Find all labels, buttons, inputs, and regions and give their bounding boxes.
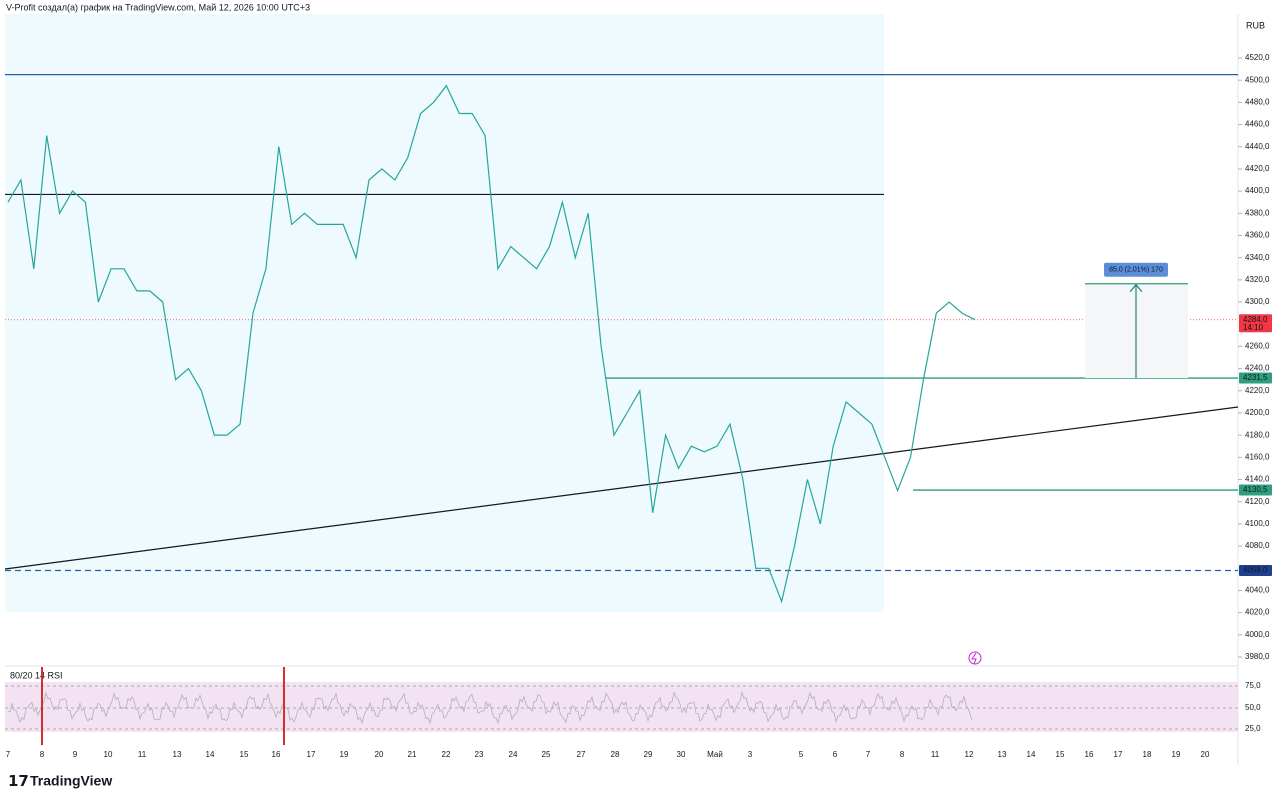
session-shade: [5, 14, 884, 612]
price-label: 4160,0: [1245, 452, 1270, 461]
price-tag-label: 4058,0: [1243, 566, 1268, 575]
price-tag-label: 4284,0: [1243, 315, 1268, 324]
price-tag-time: 14:10: [1243, 323, 1264, 332]
rsi-band: [5, 682, 1238, 732]
price-tag: [1239, 564, 1272, 576]
time-label: 11: [931, 750, 940, 759]
rsi-label: 50,0: [1245, 703, 1261, 712]
price-label: 4440,0: [1245, 142, 1270, 151]
time-label: 15: [1056, 750, 1065, 759]
time-label: 25: [542, 750, 551, 759]
time-label: 8: [900, 750, 905, 759]
price-tag: [1239, 314, 1272, 333]
price-label: 4460,0: [1245, 120, 1270, 129]
time-label: 17: [307, 750, 316, 759]
trend-line: [4, 406, 1239, 570]
time-label: 17: [1114, 750, 1123, 759]
logo-mark: 𝟭𝟳: [8, 773, 29, 790]
price-label: 4480,0: [1245, 97, 1270, 106]
price-tag: [1239, 372, 1272, 384]
time-label: 15: [240, 750, 249, 759]
time-label: 21: [408, 750, 417, 759]
price-label: 4300,0: [1245, 297, 1270, 306]
currency: RUB: [1246, 20, 1265, 30]
time-label: Май: [707, 750, 723, 759]
time-label: 5: [799, 750, 804, 759]
time-label: 29: [644, 750, 653, 759]
price-tag-label: 4231,5: [1243, 373, 1268, 382]
price-label: 4400,0: [1245, 186, 1270, 195]
price-label: 4180,0: [1245, 430, 1270, 439]
time-label: 20: [1201, 750, 1210, 759]
price-label: 4200,0: [1245, 408, 1270, 417]
rsi-line: [7, 691, 973, 725]
price-label: 4360,0: [1245, 231, 1270, 240]
price-label: 4340,0: [1245, 253, 1270, 262]
time-label: 14: [1027, 750, 1036, 759]
price-label: 4120,0: [1245, 497, 1270, 506]
measure-arrowhead: [1129, 283, 1143, 293]
time-label: 7: [6, 750, 11, 759]
time-label: 13: [173, 750, 182, 759]
time-label: 16: [272, 750, 281, 759]
price-label: 4380,0: [1245, 208, 1270, 217]
time-label: 10: [104, 750, 113, 759]
time-label: 7: [866, 750, 871, 759]
time-label: 24: [509, 750, 518, 759]
brand: TradingView: [30, 773, 112, 789]
price-label: 4520,0: [1245, 53, 1270, 62]
time-label: 27: [577, 750, 586, 759]
price-label: 4500,0: [1245, 75, 1270, 84]
rsi-label: 75,0: [1245, 681, 1261, 690]
price-line: [7, 84, 976, 604]
time-label: 3: [748, 750, 753, 759]
measure-label: 85,0 (2,01%) 170: [1109, 267, 1163, 274]
event-icon[interactable]: [968, 651, 982, 665]
credit: V-Profit создал(а) график на TradingView…: [6, 2, 310, 12]
time-label: 14: [206, 750, 215, 759]
price-label: 4140,0: [1245, 475, 1270, 484]
time-label: 20: [375, 750, 384, 759]
time-label: 19: [1172, 750, 1181, 759]
rsi-label: 25,0: [1245, 724, 1261, 733]
measure-label-bg: [1104, 262, 1168, 277]
price-label: 4000,0: [1245, 630, 1270, 639]
price-label: 3980,0: [1245, 652, 1270, 661]
price-label: 4220,0: [1245, 386, 1270, 395]
rsi-title: 80/20 14 RSI: [10, 670, 63, 680]
price-label: 4080,0: [1245, 541, 1270, 550]
price-label: 4020,0: [1245, 608, 1270, 617]
event-icon-bolt: [971, 652, 977, 665]
price-label: 4240,0: [1245, 364, 1270, 373]
price-label: 4100,0: [1245, 519, 1270, 528]
time-label: 11: [138, 750, 147, 759]
time-label: 12: [965, 750, 974, 759]
time-label: 18: [1143, 750, 1152, 759]
price-label: 4420,0: [1245, 164, 1270, 173]
time-label: 23: [475, 750, 484, 759]
time-label: 30: [677, 750, 686, 759]
price-tag-label: 4130,5: [1243, 485, 1268, 494]
time-label: 6: [833, 750, 838, 759]
time-label: 9: [73, 750, 78, 759]
time-label: 22: [442, 750, 451, 759]
time-label: 19: [340, 750, 349, 759]
price-label: 4040,0: [1245, 586, 1270, 595]
time-label: 28: [611, 750, 620, 759]
price-tag: [1239, 484, 1272, 496]
price-label: 4260,0: [1245, 342, 1270, 351]
time-label: 8: [40, 750, 45, 759]
time-label: 16: [1085, 750, 1094, 759]
time-label: 13: [998, 750, 1007, 759]
price-label: 4320,0: [1245, 275, 1270, 284]
